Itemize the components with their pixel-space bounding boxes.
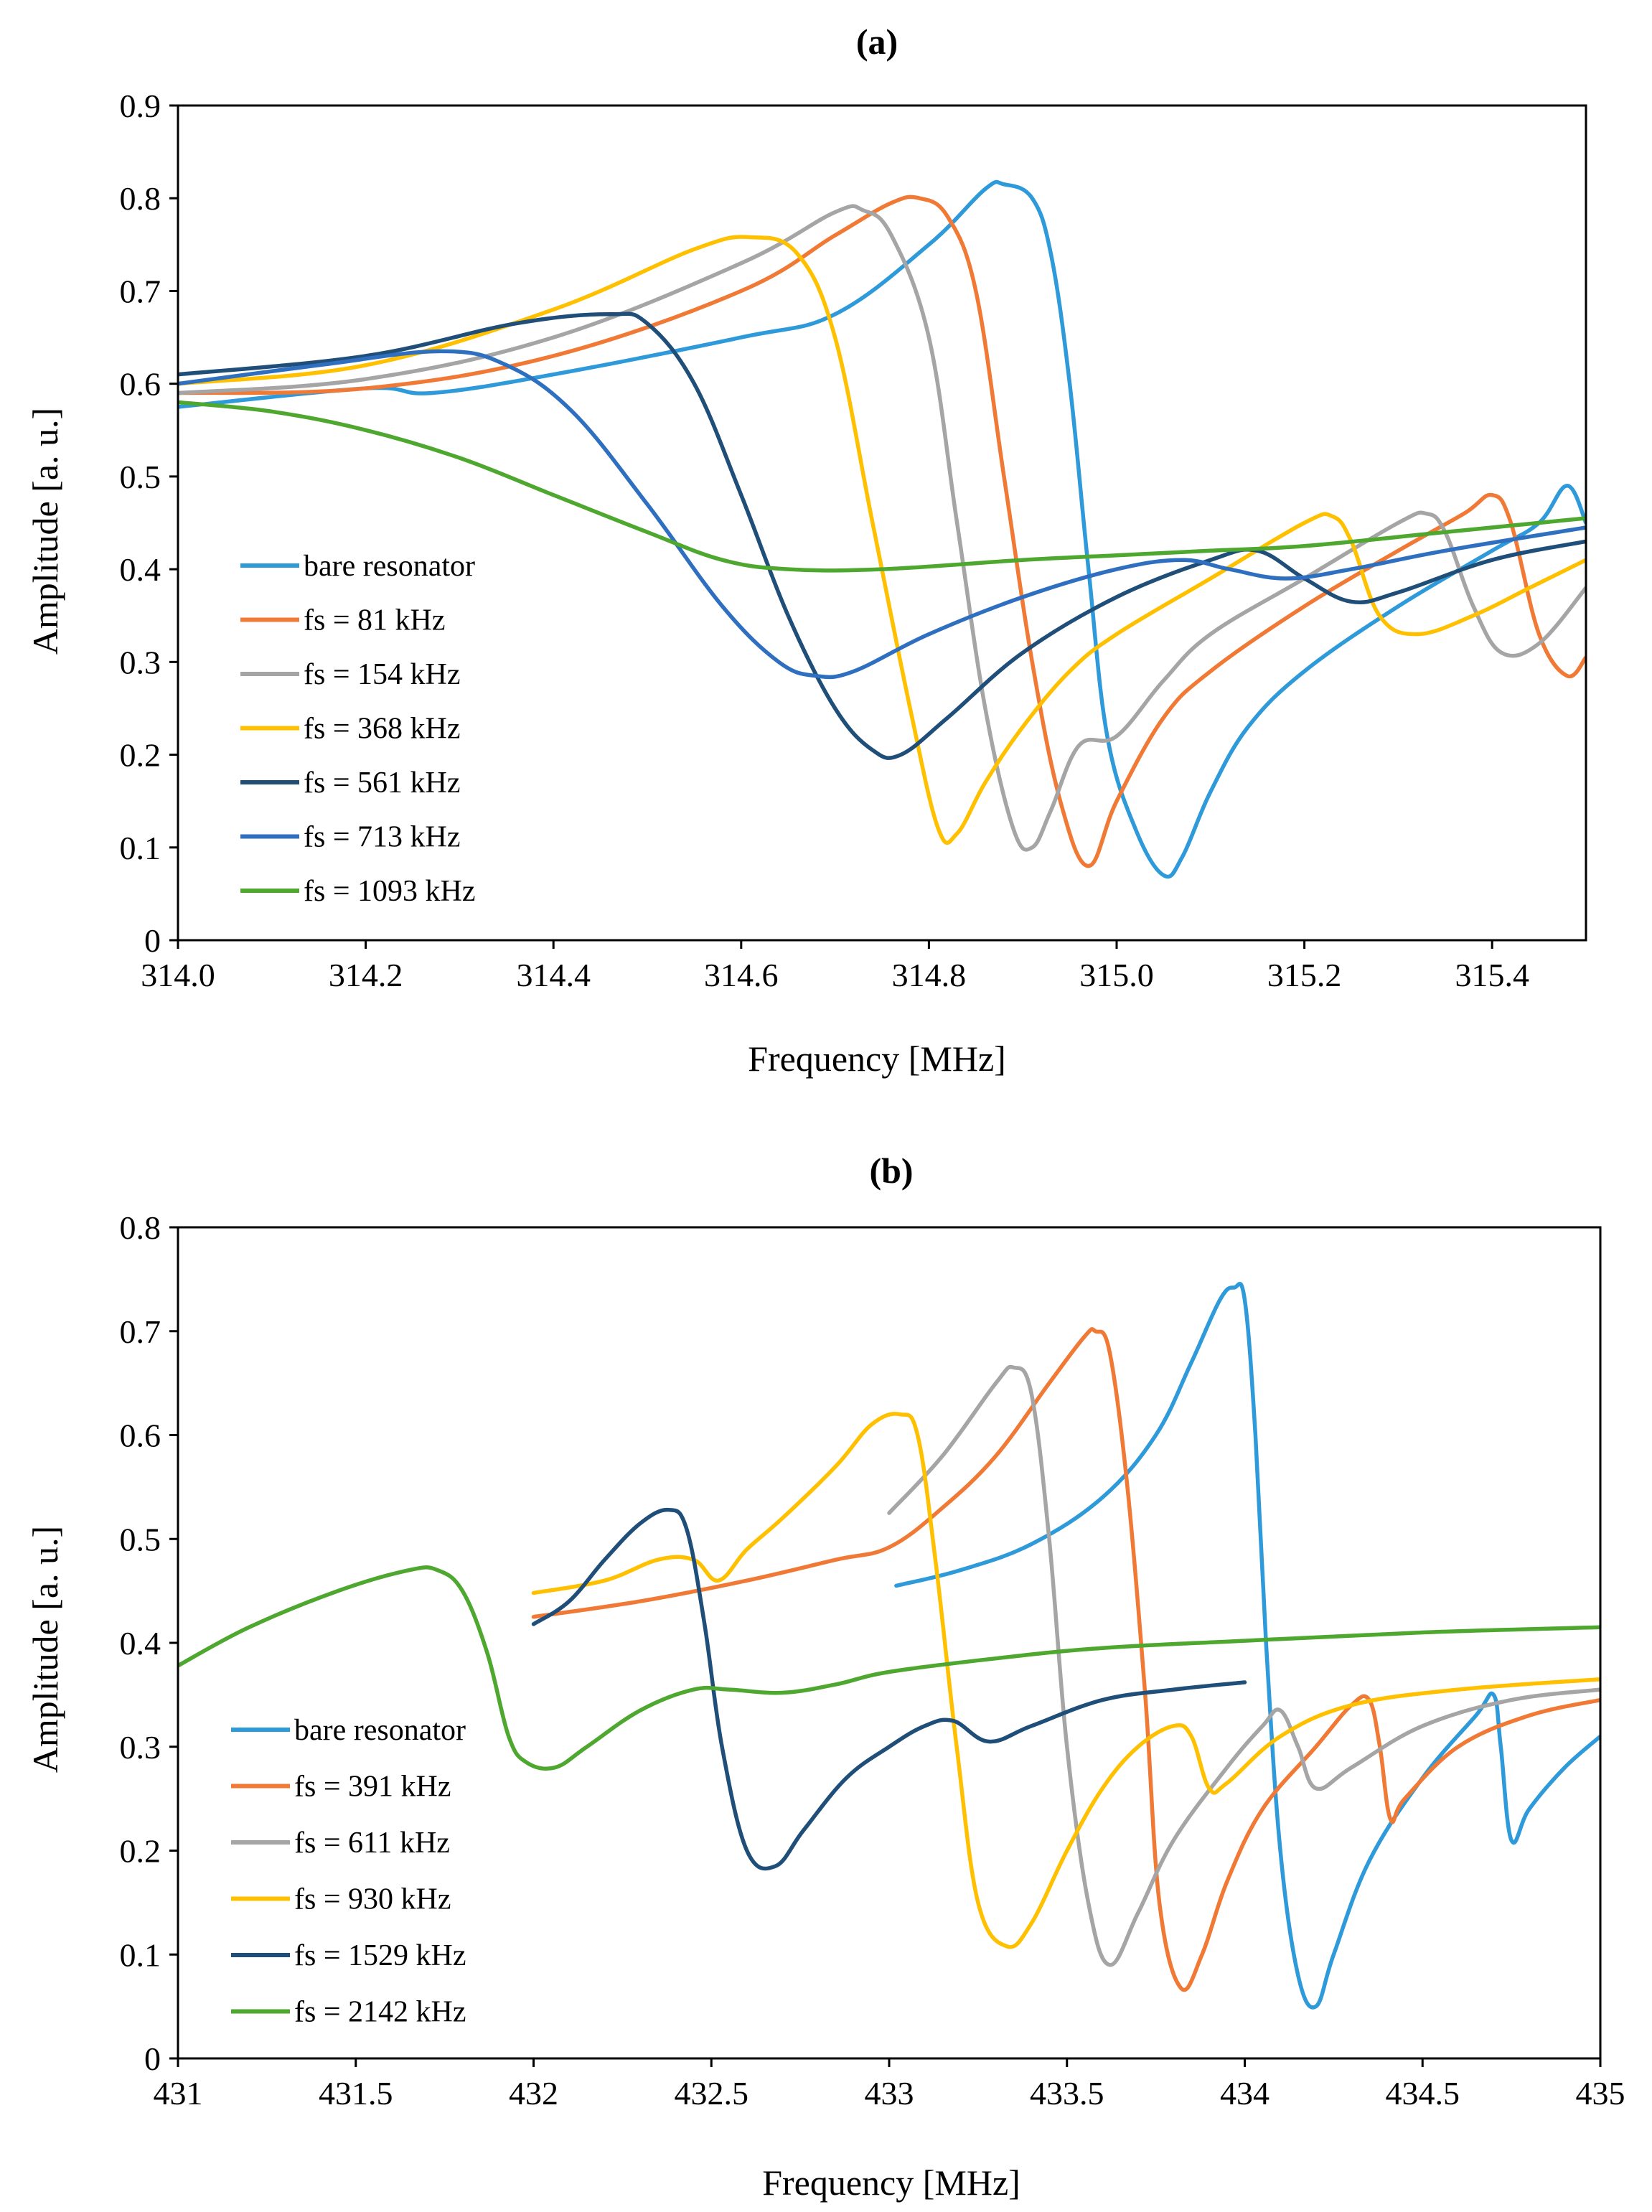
x-tick-label: 431.5 [319,2075,393,2112]
y-tick-label: 0.7 [120,273,161,309]
series-line-4 [531,1412,1600,1949]
x-tick-label: 314.8 [892,957,967,993]
x-tick-label: 314.0 [141,957,215,993]
legend-entry: fs = 713 kHz [304,821,461,854]
x-tick-label: 433.5 [1030,2075,1104,2112]
panel-a-title: (a) [856,22,898,62]
x-tick-label: 431 [154,2075,203,2112]
legend-entry: fs = 154 kHz [304,658,461,691]
series-line-4 [178,235,1586,845]
x-tick-label: 314.6 [704,957,779,993]
panel-b: (b) Frequency [MHz] Amplitude [a. u.] 43… [25,1150,1625,2203]
y-tick-label: 0.3 [120,1729,161,1766]
panel-b-xlabel: Frequency [MHz] [762,2162,1020,2203]
series-line-2 [531,1327,1600,1992]
y-tick-label: 0 [144,2040,161,2077]
y-tick-label: 0.1 [120,830,161,866]
y-tick-label: 0.1 [120,1936,161,1973]
plot-area-frame [177,104,1587,942]
legend-entry: fs = 368 kHz [304,713,461,746]
legend-entry: fs = 1529 kHz [294,1939,466,1972]
y-tick-label: 0.3 [120,644,161,680]
x-tick-label: 435 [1576,2075,1625,2112]
series-line-6 [178,349,1586,680]
legend-entry: fs = 611 kHz [294,1827,450,1860]
y-tick-label: 0.5 [120,459,161,495]
x-tick-label: 433 [865,2075,914,2112]
legend-entry: fs = 561 kHz [304,767,461,800]
legend-entry: fs = 930 kHz [294,1883,451,1916]
series-line-7 [178,400,1586,573]
panel-a-ylabel: Amplitude [a. u.] [25,408,65,655]
x-tick-label: 434 [1220,2075,1269,2112]
legend-entry: fs = 1093 kHz [304,875,476,908]
y-tick-label: 0.8 [120,180,161,217]
series-line-2 [178,195,1586,868]
x-tick-label: 432.5 [675,2075,749,2112]
y-tick-label: 0.4 [120,551,161,588]
x-tick-label: 434.5 [1386,2075,1460,2112]
x-tick-label: 432 [509,2075,558,2112]
legend-entry: fs = 2142 kHz [294,1996,466,2029]
y-tick-label: 0.9 [120,88,161,124]
y-tick-label: 0.6 [120,366,161,403]
x-tick-label: 315.0 [1079,957,1154,993]
y-tick-label: 0 [144,922,161,959]
y-tick-label: 0.2 [120,1833,161,1870]
legend-entry: bare resonator [304,550,475,583]
y-tick-label: 0.4 [120,1625,161,1662]
legend-entry: bare resonator [294,1714,466,1747]
x-tick-label: 314.4 [516,957,591,993]
x-tick-label: 315.4 [1455,957,1529,993]
panel-a: (a) Frequency [MHz] Amplitude [a. u.] 31… [25,22,1587,1079]
y-tick-label: 0.5 [120,1521,161,1557]
y-tick-label: 0.6 [120,1417,161,1454]
y-tick-label: 0.2 [120,737,161,774]
x-tick-label: 314.2 [329,957,403,993]
legend-entry: fs = 391 kHz [294,1771,451,1804]
legend-entry: fs = 81 kHz [304,604,446,637]
series-line-1 [178,179,1586,879]
series-line-3 [887,1364,1600,1967]
series-line-5 [178,311,1586,760]
y-tick-label: 0.7 [120,1313,161,1350]
panel-a-xlabel: Frequency [MHz] [748,1039,1006,1079]
series-line-6 [178,1565,1600,1771]
series-line-1 [894,1282,1600,2010]
plot-area-frame [177,1226,1602,2060]
y-tick-label: 0.8 [120,1209,161,1246]
panel-b-ylabel: Amplitude [a. u.] [25,1526,65,1773]
series-line-5 [531,1507,1247,1871]
series-line-3 [178,204,1586,852]
x-tick-label: 315.2 [1267,957,1342,993]
panel-b-title: (b) [869,1150,913,1191]
